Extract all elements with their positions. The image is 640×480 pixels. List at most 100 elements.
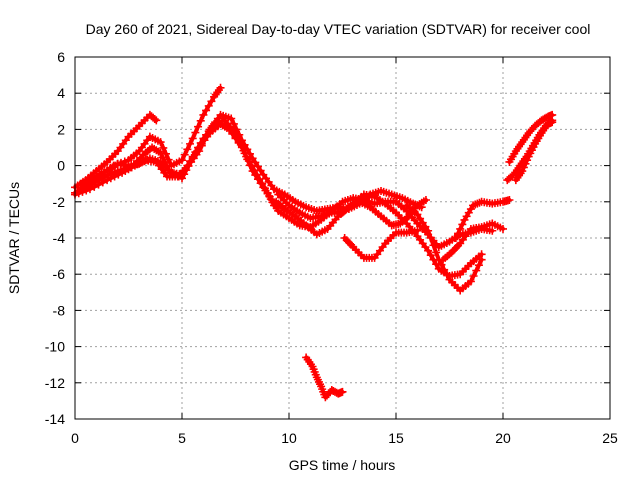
data-point bbox=[432, 248, 441, 257]
data-point bbox=[474, 261, 483, 270]
data-point bbox=[440, 265, 449, 274]
data-point bbox=[77, 179, 86, 188]
y-tick-label: 6 bbox=[57, 49, 65, 65]
series-track-12 bbox=[439, 219, 507, 264]
data-point bbox=[183, 145, 192, 154]
data-point bbox=[106, 174, 115, 183]
data-point bbox=[85, 185, 94, 194]
data-point bbox=[180, 150, 189, 159]
y-tick-label: -12 bbox=[45, 375, 65, 391]
data-point bbox=[451, 234, 460, 242]
data-point bbox=[195, 147, 204, 156]
series-track-17 bbox=[302, 353, 347, 402]
data-point bbox=[158, 153, 167, 162]
data-point bbox=[253, 175, 262, 184]
data-point bbox=[103, 176, 112, 185]
x-tick-label: 5 bbox=[178, 430, 186, 446]
data-point bbox=[518, 167, 527, 176]
y-tick-label: 0 bbox=[57, 158, 65, 174]
data-point bbox=[232, 125, 241, 134]
y-tick-label: -2 bbox=[53, 194, 66, 210]
data-point bbox=[160, 157, 169, 166]
data-point bbox=[413, 226, 422, 235]
data-point bbox=[202, 106, 211, 115]
data-point bbox=[196, 116, 205, 125]
x-axis-label: GPS time / hours bbox=[289, 457, 396, 473]
series-track-16 bbox=[505, 110, 557, 166]
data-point bbox=[253, 162, 262, 171]
data-point bbox=[469, 272, 478, 281]
data-point bbox=[94, 180, 103, 189]
data-point bbox=[442, 270, 451, 279]
data-point bbox=[150, 114, 159, 123]
data-point bbox=[245, 161, 254, 170]
data-point bbox=[421, 222, 430, 231]
x-tick-label: 10 bbox=[281, 430, 297, 446]
data-point bbox=[159, 143, 168, 152]
x-tick-label: 25 bbox=[602, 430, 618, 446]
data-point bbox=[466, 277, 475, 286]
y-tick-label: -8 bbox=[53, 302, 66, 318]
data-point bbox=[413, 210, 422, 219]
data-point bbox=[186, 139, 195, 148]
data-point bbox=[78, 187, 87, 196]
data-point bbox=[156, 138, 165, 147]
y-tick-label: -4 bbox=[53, 230, 66, 246]
data-point bbox=[472, 266, 481, 275]
data-point bbox=[82, 186, 91, 195]
data-point bbox=[424, 226, 433, 235]
data-point bbox=[521, 159, 530, 168]
data-point bbox=[216, 83, 225, 92]
data-point bbox=[251, 158, 260, 167]
data-point bbox=[235, 130, 244, 139]
data-point bbox=[519, 163, 528, 172]
data-point bbox=[163, 162, 172, 171]
data-point bbox=[429, 241, 438, 250]
data-point bbox=[421, 195, 430, 204]
data-point bbox=[237, 136, 246, 145]
plot-markers bbox=[71, 83, 557, 402]
data-point bbox=[256, 166, 265, 175]
data-point bbox=[437, 260, 446, 269]
x-tick-label: 15 bbox=[388, 430, 404, 446]
data-point bbox=[243, 145, 252, 154]
data-point bbox=[74, 189, 83, 198]
data-point bbox=[251, 171, 260, 180]
data-point bbox=[456, 224, 465, 233]
data-point bbox=[256, 179, 265, 188]
data-point bbox=[228, 129, 237, 138]
data-point bbox=[203, 130, 212, 139]
data-point bbox=[178, 156, 186, 165]
series-track-15 bbox=[511, 118, 557, 185]
data-point bbox=[477, 255, 486, 264]
y-axis-label: SDTVAR / TECUs bbox=[6, 182, 22, 294]
data-point bbox=[248, 167, 257, 176]
data-point bbox=[98, 178, 107, 187]
data-point bbox=[197, 141, 206, 150]
x-tick-label: 0 bbox=[71, 430, 79, 446]
data-point bbox=[426, 234, 435, 242]
data-point bbox=[231, 134, 240, 143]
data-point bbox=[488, 226, 497, 235]
data-point bbox=[523, 156, 532, 165]
data-point bbox=[245, 149, 254, 158]
data-point bbox=[191, 128, 200, 137]
data-point bbox=[156, 148, 165, 157]
series-track-10 bbox=[340, 226, 422, 262]
x-tick-label: 20 bbox=[495, 430, 511, 446]
data-point bbox=[454, 229, 463, 238]
data-point bbox=[200, 136, 209, 145]
data-point bbox=[110, 172, 119, 181]
data-point bbox=[338, 387, 347, 396]
series-track-13 bbox=[451, 195, 514, 242]
data-point bbox=[199, 110, 208, 119]
data-point bbox=[204, 101, 213, 110]
data-point bbox=[178, 174, 186, 183]
data-point bbox=[188, 134, 197, 143]
y-tick-label: -6 bbox=[53, 266, 66, 282]
data-point bbox=[426, 251, 435, 260]
y-tick-label: 4 bbox=[57, 85, 65, 101]
data-point bbox=[229, 119, 238, 128]
